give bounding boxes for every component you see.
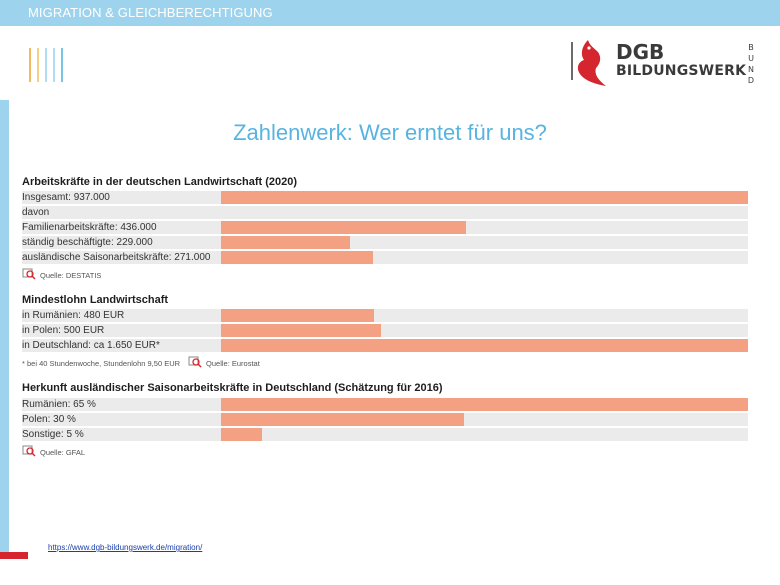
chart-row: davon [22,206,748,219]
row-label: in Deutschland: ca 1.650 EUR* [22,340,160,351]
row-label: Familienarbeitskräfte: 436.000 [22,222,157,233]
chart-title: Arbeitskräfte in der deutschen Landwirts… [22,176,298,188]
chart-source: * bei 40 Stundenwoche, Stundenlohn 9,50 … [22,356,260,370]
decorative-lines-icon [29,48,63,82]
source-icon [188,356,206,370]
logo-text-bildungswerk: BILDUNGSWERK [616,63,747,79]
row-label: davon [22,207,50,218]
chart-title: Herkunft ausländischer Saisonarbeitskräf… [22,382,443,394]
chart-bar [221,236,350,249]
chart-row: Rumänien: 65 % [22,398,748,411]
row-label: Insgesamt: 937.000 [22,192,110,203]
chart-footnote: * bei 40 Stundenwoche, Stundenlohn 9,50 … [22,358,181,368]
chart-row: in Polen: 500 EUR [22,324,748,337]
source-icon [22,268,40,282]
chart-row: Insgesamt: 937.000 [22,191,748,204]
row-label: Rumänien: 65 % [22,399,96,410]
source-label: Quelle: GFAL [40,447,86,457]
row-label: in Rumänien: 480 EUR [22,310,125,321]
chart-row: ständig beschäftigte: 229.000 [22,236,748,249]
chart-title: Mindestlohn Landwirtschaft [22,294,169,306]
chart-source: Quelle: GFAL [22,445,85,459]
header-bar: MIGRATION & GLEICHBERECHTIGUNG [0,0,780,26]
chart-row: in Rumänien: 480 EUR [22,309,748,322]
chart-source: Quelle: DESTATIS [22,268,101,282]
footer-link[interactable]: https://www.dgb-bildungswerk.de/migratio… [48,543,203,552]
section-label: MIGRATION & GLEICHBERECHTIGUNG [28,5,273,20]
dgb-bird-logo-icon [571,40,606,86]
row-label: Polen: 30 % [22,414,76,425]
chart-row: Polen: 30 % [22,413,748,426]
chart-bar [221,309,374,322]
left-accent-bar [0,100,9,552]
chart-bar [221,221,466,234]
chart-row: Sonstige: 5 % [22,428,748,441]
source-icon [22,445,40,459]
row-label: in Polen: 500 EUR [22,325,105,336]
chart-bar [221,339,748,352]
chart-bar [221,324,381,337]
source-label: Quelle: Eurostat [206,358,260,368]
chart-bar [221,251,373,264]
chart-row: in Deutschland: ca 1.650 EUR* [22,339,748,352]
chart-bar [221,413,464,426]
red-accent-mark [0,552,28,559]
chart-bar [221,398,748,411]
chart-bar [221,191,748,204]
row-label: ausländische Saisonarbeitskräfte: 271.00… [22,252,211,263]
chart-row: Familienarbeitskräfte: 436.000 [22,221,748,234]
source-label: Quelle: DESTATIS [40,270,102,280]
logo-text-dgb: DGB [616,40,665,64]
page-title: Zahlenwerk: Wer erntet für uns? [233,120,547,145]
chart-bar [221,428,262,441]
row-label: Sonstige: 5 % [22,429,84,440]
chart-row: ausländische Saisonarbeitskräfte: 271.00… [22,251,748,264]
row-label: ständig beschäftigte: 229.000 [22,237,153,248]
